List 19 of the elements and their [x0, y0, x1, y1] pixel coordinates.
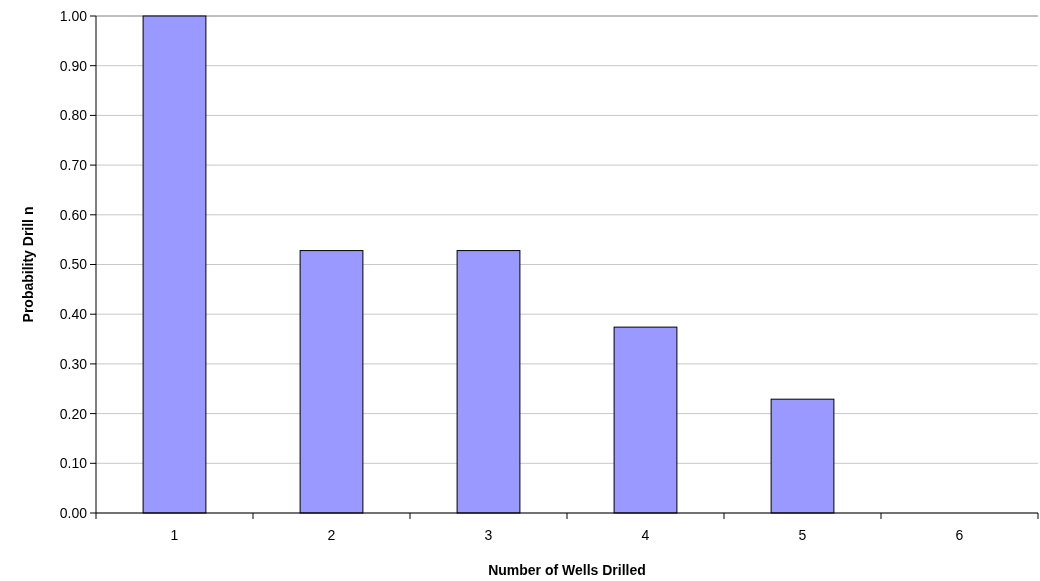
- y-tick-label: 0.40: [59, 306, 88, 323]
- y-tick-label: 0.30: [59, 355, 88, 372]
- x-tick-label: 1: [170, 527, 179, 543]
- x-tick-label: 4: [641, 527, 650, 543]
- y-tick-label: 1.00: [59, 7, 88, 24]
- x-axis-title: Number of Wells Drilled: [488, 562, 646, 578]
- x-tick-label: 3: [484, 527, 493, 543]
- y-tick-label: 0.60: [59, 206, 88, 223]
- y-tick-label: 0.80: [59, 107, 88, 124]
- y-tick-label: 0.00: [59, 504, 88, 521]
- y-axis-title: Probability Drill n: [20, 206, 36, 323]
- x-tick-label: 2: [327, 527, 336, 543]
- x-tick-label: 6: [955, 527, 964, 543]
- y-tick-label: 0.70: [59, 157, 88, 173]
- y-tick-label: 0.90: [59, 57, 88, 74]
- y-tick-label: 0.20: [59, 405, 88, 422]
- y-tick-label: 0.50: [59, 256, 88, 273]
- x-tick-label: 5: [798, 527, 807, 543]
- y-tick-label: 0.10: [59, 455, 88, 472]
